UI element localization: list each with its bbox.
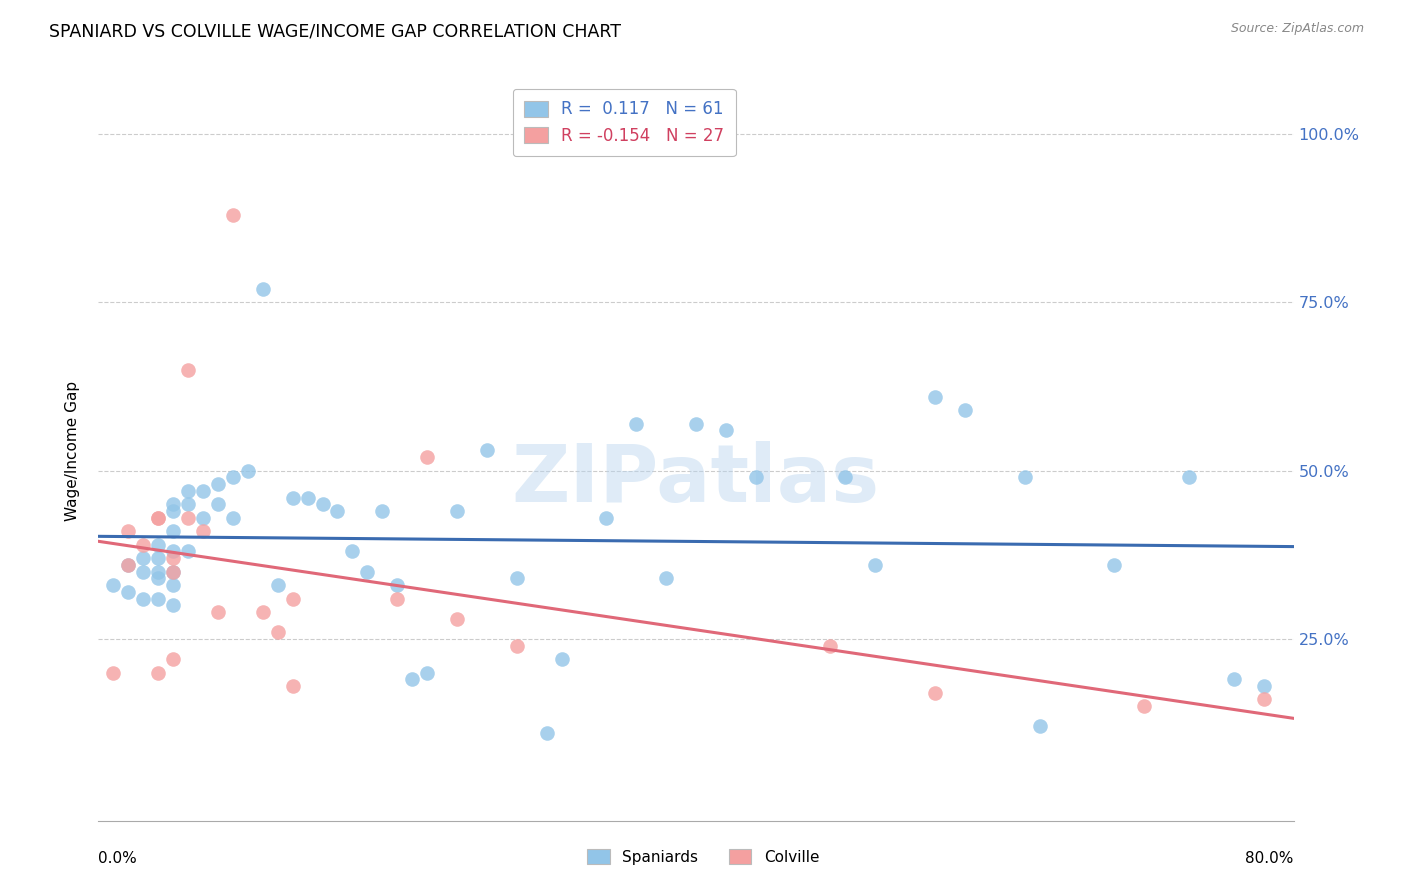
- Point: [953, 403, 976, 417]
- Point: [148, 510, 170, 524]
- Point: [550, 652, 572, 666]
- Point: [371, 504, 394, 518]
- Point: [162, 504, 184, 518]
- Point: [162, 599, 184, 613]
- Point: [148, 551, 170, 566]
- Point: [924, 390, 946, 404]
- Text: SPANIARD VS COLVILLE WAGE/INCOME GAP CORRELATION CHART: SPANIARD VS COLVILLE WAGE/INCOME GAP COR…: [49, 22, 621, 40]
- Point: [148, 510, 170, 524]
- Text: Source: ZipAtlas.com: Source: ZipAtlas.com: [1230, 22, 1364, 36]
- Point: [385, 591, 409, 606]
- Point: [1014, 470, 1036, 484]
- Legend: Spaniards, Colville: Spaniards, Colville: [581, 843, 825, 871]
- Point: [191, 483, 214, 498]
- Point: [446, 504, 468, 518]
- Point: [311, 497, 333, 511]
- Point: [506, 639, 529, 653]
- Point: [326, 504, 349, 518]
- Point: [162, 497, 184, 511]
- Point: [132, 591, 155, 606]
- Point: [267, 625, 290, 640]
- Point: [416, 450, 439, 465]
- Point: [132, 538, 155, 552]
- Point: [177, 483, 200, 498]
- Point: [162, 652, 184, 666]
- Point: [1223, 673, 1246, 687]
- Point: [1253, 692, 1275, 706]
- Point: [162, 551, 184, 566]
- Point: [820, 639, 842, 653]
- Point: [177, 497, 200, 511]
- Point: [536, 726, 558, 740]
- Point: [446, 612, 468, 626]
- Point: [267, 578, 290, 592]
- Point: [148, 571, 170, 585]
- Point: [191, 510, 214, 524]
- Text: 0.0%: 0.0%: [98, 851, 138, 866]
- Point: [356, 565, 378, 579]
- Point: [222, 470, 245, 484]
- Point: [1253, 679, 1275, 693]
- Point: [162, 565, 184, 579]
- Text: 80.0%: 80.0%: [1246, 851, 1294, 866]
- Point: [416, 665, 439, 680]
- Point: [117, 584, 139, 599]
- Point: [236, 464, 259, 478]
- Point: [1133, 699, 1156, 714]
- Point: [177, 362, 200, 376]
- Point: [685, 417, 707, 431]
- Point: [655, 571, 678, 585]
- Point: [117, 524, 139, 539]
- Point: [162, 578, 184, 592]
- Point: [222, 208, 245, 222]
- Point: [281, 679, 304, 693]
- Point: [714, 423, 737, 437]
- Point: [162, 565, 184, 579]
- Point: [103, 665, 125, 680]
- Point: [924, 686, 946, 700]
- Point: [745, 470, 768, 484]
- Point: [191, 524, 214, 539]
- Point: [207, 605, 229, 619]
- Y-axis label: Wage/Income Gap: Wage/Income Gap: [65, 380, 80, 521]
- Point: [506, 571, 529, 585]
- Point: [297, 491, 319, 505]
- Point: [132, 565, 155, 579]
- Point: [1104, 558, 1126, 572]
- Text: ZIPatlas: ZIPatlas: [512, 441, 880, 519]
- Point: [1178, 470, 1201, 484]
- Point: [162, 544, 184, 558]
- Point: [385, 578, 409, 592]
- Point: [132, 551, 155, 566]
- Point: [148, 665, 170, 680]
- Point: [475, 443, 498, 458]
- Point: [865, 558, 887, 572]
- Point: [207, 477, 229, 491]
- Point: [222, 510, 245, 524]
- Point: [117, 558, 139, 572]
- Point: [1028, 719, 1050, 733]
- Point: [148, 591, 170, 606]
- Point: [148, 538, 170, 552]
- Point: [342, 544, 364, 558]
- Point: [148, 565, 170, 579]
- Point: [177, 544, 200, 558]
- Point: [281, 591, 304, 606]
- Point: [162, 524, 184, 539]
- Point: [103, 578, 125, 592]
- Point: [177, 510, 200, 524]
- Point: [626, 417, 648, 431]
- Point: [281, 491, 304, 505]
- Point: [401, 673, 423, 687]
- Point: [834, 470, 856, 484]
- Point: [252, 282, 274, 296]
- Point: [252, 605, 274, 619]
- Point: [117, 558, 139, 572]
- Point: [207, 497, 229, 511]
- Point: [595, 510, 617, 524]
- Legend: R =  0.117   N = 61, R = -0.154   N = 27: R = 0.117 N = 61, R = -0.154 N = 27: [513, 88, 735, 156]
